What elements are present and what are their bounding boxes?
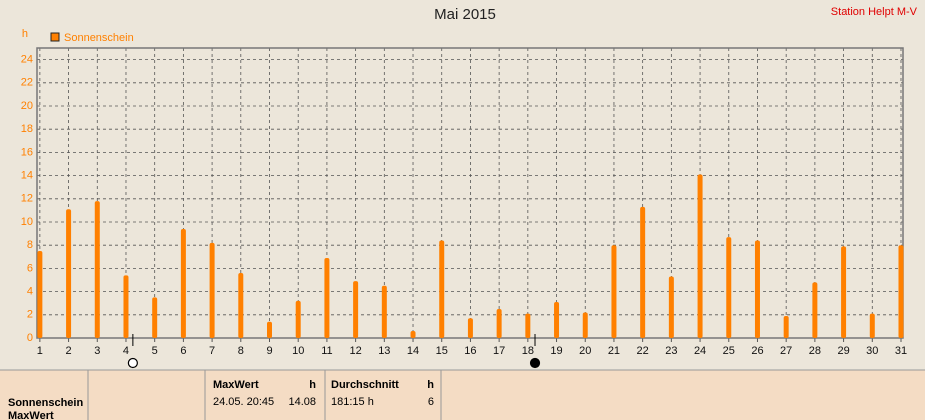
bar <box>267 321 273 338</box>
x-tick-label: 27 <box>780 345 792 357</box>
x-tick-label: 9 <box>266 345 272 357</box>
table-cell: Sonnenschein <box>8 397 83 409</box>
bar <box>754 240 760 338</box>
bar <box>668 276 674 338</box>
bar <box>152 297 158 338</box>
bar <box>295 300 301 338</box>
x-tick-label: 19 <box>550 345 562 357</box>
table-cell: 24.05. 20:45 <box>213 396 274 408</box>
y-tick-label: 4 <box>27 286 33 298</box>
bar <box>554 302 560 338</box>
bar <box>525 313 531 338</box>
bar <box>439 240 445 338</box>
x-tick-label: 15 <box>436 345 448 357</box>
bar <box>410 331 416 338</box>
y-tick-label: 20 <box>21 100 33 112</box>
legend-label: Sonnenschein <box>64 32 134 44</box>
bar <box>812 282 818 338</box>
x-tick-label: 4 <box>123 345 129 357</box>
station-label: Station Helpt M-V <box>831 6 918 18</box>
y-tick-label: 6 <box>27 262 33 274</box>
moon-phase <box>127 357 138 369</box>
table-cell: h <box>427 379 434 391</box>
y-tick-label: 12 <box>21 193 33 205</box>
x-tick-label: 11 <box>321 345 332 357</box>
table-cell: Durchschnitt <box>331 379 399 391</box>
legend-swatch <box>50 32 60 42</box>
x-tick-label: 18 <box>522 345 534 357</box>
x-tick-label: 10 <box>292 345 304 357</box>
x-tick-label: 20 <box>579 345 591 357</box>
x-tick-label: 25 <box>723 345 735 357</box>
table-cell: 181:15 h <box>331 396 374 408</box>
bar <box>640 206 646 338</box>
y-tick-label: 24 <box>21 54 33 66</box>
bar <box>898 245 904 338</box>
bar <box>496 309 502 338</box>
x-tick-label: 24 <box>694 345 706 357</box>
bar <box>324 257 330 338</box>
y-axis-label: h <box>22 28 28 40</box>
bar <box>209 242 215 338</box>
x-tick-label: 5 <box>152 345 158 357</box>
y-tick-label: 16 <box>21 146 33 158</box>
bar <box>94 201 100 338</box>
x-tick-label: 7 <box>209 345 215 357</box>
bar <box>180 228 186 338</box>
table-bg <box>0 370 925 420</box>
y-tick-label: 18 <box>21 123 33 135</box>
bar <box>611 245 617 338</box>
x-tick-label: 6 <box>180 345 186 357</box>
chart-title: Mai 2015 <box>434 6 496 23</box>
x-tick-label: 22 <box>637 345 649 357</box>
x-tick-label: 3 <box>94 345 100 357</box>
x-tick-label: 16 <box>464 345 476 357</box>
bar <box>381 285 387 338</box>
bar <box>783 315 789 338</box>
table-cell: h <box>309 379 316 391</box>
x-tick-label: 26 <box>751 345 763 357</box>
bar <box>582 312 588 338</box>
bar <box>726 237 732 338</box>
table-cell: MaxWert <box>213 379 259 391</box>
x-tick-label: 23 <box>665 345 677 357</box>
x-tick-label: 17 <box>493 345 505 357</box>
y-tick-label: 0 <box>27 332 33 344</box>
table-cell: MaxWert <box>8 410 54 420</box>
table-cell: 6 <box>428 396 434 408</box>
x-tick-label: 28 <box>809 345 821 357</box>
moon-phase <box>529 357 541 369</box>
x-tick-label: 21 <box>608 345 620 357</box>
bar <box>467 318 473 338</box>
y-tick-label: 10 <box>21 216 33 228</box>
bar <box>841 246 847 338</box>
y-tick-label: 2 <box>27 309 33 321</box>
x-tick-label: 1 <box>37 345 43 357</box>
x-tick-label: 8 <box>238 345 244 357</box>
x-tick-label: 13 <box>378 345 390 357</box>
bar <box>869 313 875 338</box>
footer-table: Sonnenschein MaxWert MaxWert h Durchschn… <box>0 369 925 420</box>
bar <box>123 275 129 338</box>
y-tick-label: 22 <box>21 77 33 89</box>
x-tick-label: 14 <box>407 345 419 357</box>
x-tick-label: 2 <box>66 345 72 357</box>
y-tick-label: 14 <box>21 170 33 182</box>
legend: Sonnenschein <box>50 32 134 44</box>
y-tick-label: 8 <box>27 239 33 251</box>
x-tick-label: 29 <box>837 345 849 357</box>
x-tick-label: 12 <box>349 345 361 357</box>
bar <box>37 251 43 338</box>
x-tick-label: 30 <box>866 345 878 357</box>
x-tick-label: 31 <box>895 345 907 357</box>
table-cell: 14.08 <box>288 396 316 408</box>
bar <box>353 281 359 338</box>
bar <box>238 273 244 338</box>
bar <box>66 209 72 338</box>
bar <box>697 174 703 338</box>
